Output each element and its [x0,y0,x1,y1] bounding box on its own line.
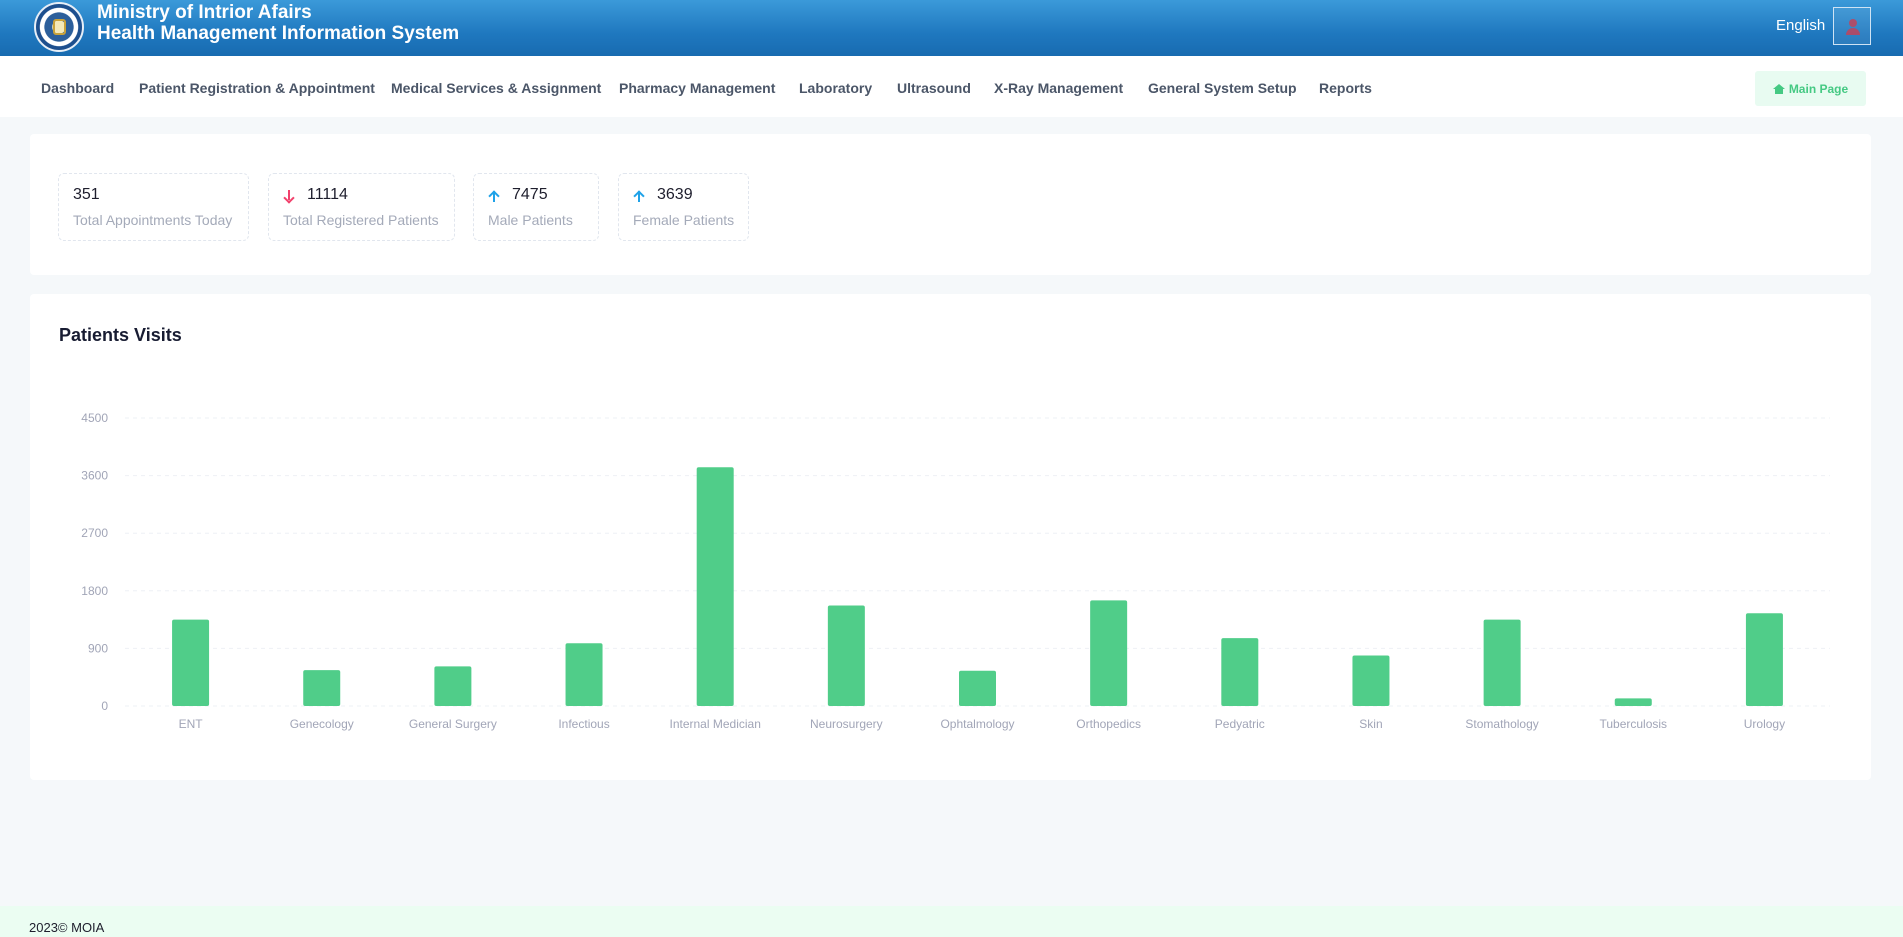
language-switcher[interactable]: English [1776,17,1826,34]
stat-total-registered: 11114 Total Registered Patients [268,173,455,241]
top-header: Ministry of Intrior Afairs Health Manage… [0,0,1903,56]
bar-ent[interactable] [172,619,210,706]
bar-pedyatric[interactable] [1221,638,1259,706]
x-tick-label: Urology [1744,717,1785,731]
chart-title: Patients Visits [59,325,182,345]
arrow-up-icon [634,190,644,202]
arrow-down-icon [284,190,294,202]
patients-visits-card: Patients Visits 0 900 1800 2700 3600 4500 ENT G… [30,294,1871,780]
x-tick-label: Neurosurgery [810,717,883,731]
stat-value: 3639 [657,186,693,203]
nav-general-setup[interactable]: General System Setup [1148,80,1297,96]
main-page-button[interactable]: Main Page [1755,71,1866,106]
stat-label: Total Appointments Today [73,212,233,228]
stats-card: 351 Total Appointments Today 11114 Total… [30,134,1871,275]
stat-total-appointments: 351 Total Appointments Today [58,173,249,241]
x-tick-label: Tuberculosis [1599,717,1667,731]
stat-label: Male Patients [488,212,573,228]
patients-visits-chart: 0 900 1800 2700 3600 4500 ENT Genecology General… [81,411,1830,731]
nav-patient-registration[interactable]: Patient Registration & Appointment [139,80,375,96]
stat-value: 11114 [307,186,348,203]
x-tick-label: Skin [1359,717,1382,731]
bar-general-surgery[interactable] [434,666,472,706]
x-tick-label: Ophtalmology [940,717,1014,731]
y-tick-label: 4500 [81,411,108,425]
x-tick-label: General Surgery [409,717,497,731]
x-tick-label: Stomathology [1465,717,1538,731]
home-icon [1772,83,1785,94]
nav-pharmacy[interactable]: Pharmacy Management [619,80,776,96]
stat-label: Female Patients [633,212,735,228]
y-tick-label: 0 [101,699,108,713]
nav-xray[interactable]: X-Ray Management [994,80,1124,96]
footer: 2023© MOIA [0,906,1903,937]
main-nav: Dashboard Patient Registration & Appoint… [0,56,1903,117]
bar-neurosurgery[interactable] [827,605,865,706]
bar-orthopedics[interactable] [1090,600,1128,706]
y-tick-label: 1800 [81,584,108,598]
nav-ultrasound[interactable]: Ultrasound [897,80,971,96]
user-menu-button[interactable] [1833,7,1871,45]
bar-internal-medician[interactable] [696,467,734,706]
nav-reports[interactable]: Reports [1319,80,1372,96]
bar-stomathology[interactable] [1483,619,1521,706]
x-tick-label: Orthopedics [1076,717,1141,731]
nav-dashboard[interactable]: Dashboard [41,80,115,96]
main-page-label: Main Page [1788,81,1849,96]
y-tick-label: 900 [88,641,108,655]
org-title: Ministry of Intrior Afairs [97,2,312,23]
bar-tuberculosis[interactable] [1614,698,1652,706]
bar-urology[interactable] [1745,613,1783,706]
x-tick-label: ENT [179,717,204,731]
system-title: Health Management Information System [97,23,460,44]
nav-laboratory[interactable]: Laboratory [799,80,873,96]
x-tick-label: Pedyatric [1215,717,1265,731]
stat-male-patients: 7475 Male Patients [473,173,599,241]
x-tick-label: Genecology [290,717,354,731]
y-tick-label: 3600 [81,469,108,483]
stat-label: Total Registered Patients [283,212,439,228]
bar-genecology[interactable] [303,670,341,706]
bar-skin[interactable] [1352,655,1390,706]
bar-ophtalmology[interactable] [959,670,996,706]
bar-infectious[interactable] [565,643,603,706]
stat-value: 351 [73,186,100,203]
stat-value: 7475 [512,186,548,203]
y-tick-label: 2700 [81,526,108,540]
moia-emblem-logo [34,2,84,52]
x-tick-label: Infectious [558,717,609,731]
arrow-up-icon [489,190,499,202]
stat-female-patients: 3639 Female Patients [618,173,749,241]
x-tick-label: Internal Medician [669,717,760,731]
footer-copyright: 2023© MOIA [29,920,105,935]
nav-medical-services[interactable]: Medical Services & Assignment [391,80,602,96]
